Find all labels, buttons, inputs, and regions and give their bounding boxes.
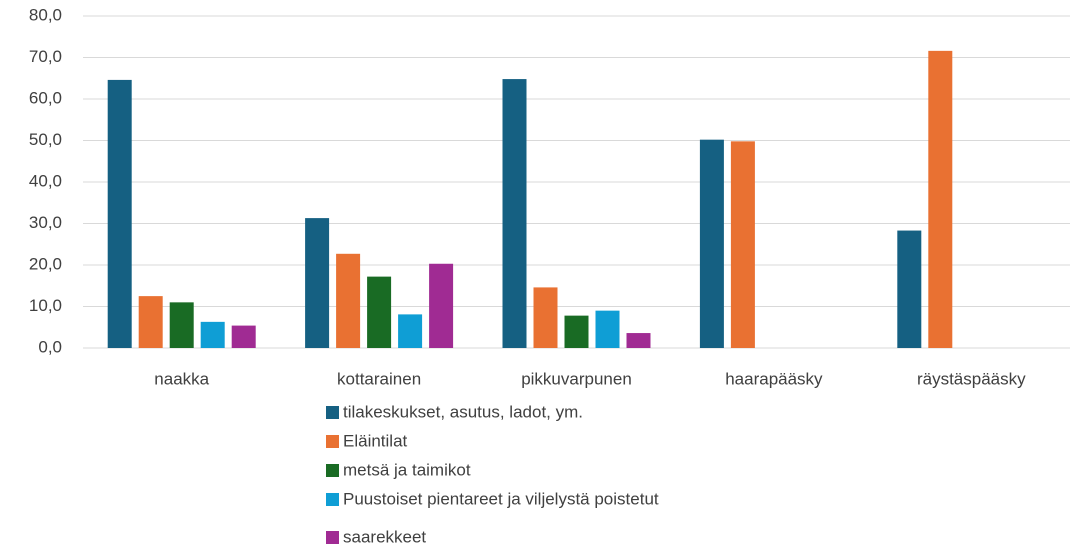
y-tick-label: 40,0	[29, 171, 62, 190]
y-tick-label: 60,0	[29, 88, 62, 107]
bar	[533, 287, 558, 348]
bar	[699, 139, 724, 348]
bar	[730, 141, 755, 348]
bar	[502, 79, 527, 348]
bar	[367, 276, 392, 348]
bar	[200, 321, 225, 348]
legend-swatch	[326, 406, 339, 419]
y-tick-label: 10,0	[29, 296, 62, 315]
y-tick-label: 80,0	[29, 5, 62, 24]
legend-swatch	[326, 493, 339, 506]
x-tick-label: haarapääsky	[725, 369, 823, 388]
bar	[595, 310, 620, 348]
legend-label: tilakeskukset, asutus, ladot, ym.	[343, 402, 583, 421]
bar	[897, 230, 922, 348]
legend-label: saarekkeet	[343, 527, 426, 546]
y-tick-label: 20,0	[29, 254, 62, 273]
bar	[138, 296, 163, 348]
legend-label: metsä ja taimikot	[343, 460, 471, 479]
x-tick-label: kottarainen	[337, 369, 421, 388]
bar	[398, 314, 423, 348]
bar	[336, 253, 361, 348]
bar	[429, 263, 454, 348]
x-tick-label: räystäspääsky	[917, 369, 1026, 388]
bar	[928, 50, 953, 349]
bar	[169, 302, 194, 348]
bar	[626, 333, 651, 348]
legend-label: Eläintilat	[343, 431, 408, 450]
bar	[107, 79, 132, 348]
legend-swatch	[326, 464, 339, 477]
x-tick-label: pikkuvarpunen	[521, 369, 632, 388]
bar	[231, 325, 256, 348]
y-tick-label: 50,0	[29, 130, 62, 149]
bar	[564, 315, 589, 348]
x-tick-label: naakka	[154, 369, 209, 388]
legend-swatch	[326, 435, 339, 448]
legend-swatch	[326, 531, 339, 544]
y-tick-label: 30,0	[29, 213, 62, 232]
y-tick-label: 70,0	[29, 47, 62, 66]
bar	[305, 218, 330, 348]
y-tick-label: 0,0	[38, 337, 62, 356]
legend-label: Puustoiset pientareet ja viljelystä pois…	[343, 489, 659, 508]
